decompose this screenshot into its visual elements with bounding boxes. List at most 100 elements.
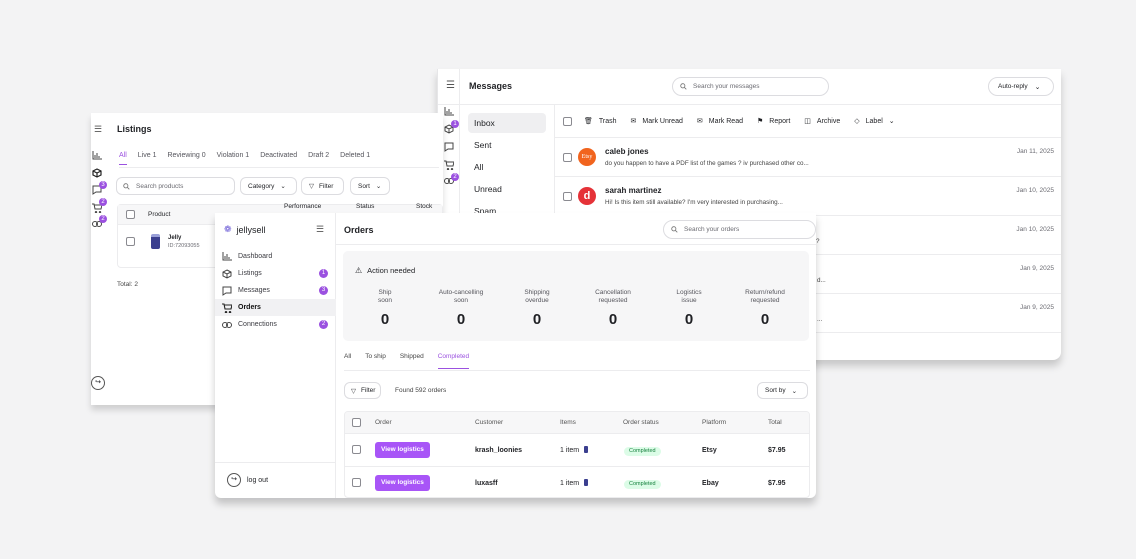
archive-button[interactable]: ◫ Archive: [804, 117, 840, 126]
listings-icon-rail: 3 2 2: [91, 143, 111, 243]
category-label: Category: [248, 182, 275, 190]
brand-name: jellysell: [236, 224, 266, 235]
sidebar-item-orders[interactable]: Orders: [215, 299, 336, 316]
menu-icon[interactable]: ☰: [94, 124, 103, 134]
tab-all[interactable]: All: [344, 353, 352, 360]
mark-read-label: Mark Read: [708, 117, 743, 125]
orders-filter-button[interactable]: ▽ Filter: [344, 382, 381, 399]
logout-label: log out: [247, 476, 269, 484]
messages-search-placeholder: Search your messages: [693, 83, 760, 90]
select-all-checkbox[interactable]: [126, 210, 135, 219]
tab-to-ship[interactable]: To ship: [365, 353, 386, 360]
table-row[interactable]: View logistics luxasff 1 item Completed …: [345, 467, 809, 497]
auto-reply-dropdown[interactable]: Auto-reply ⌄: [988, 77, 1054, 96]
stat-logistics-issue[interactable]: Logistics issue 0: [659, 289, 719, 328]
mark-unread-button[interactable]: ✉ Mark Unread: [631, 117, 683, 126]
stat-cancellation-requested[interactable]: Cancellation requested 0: [583, 289, 643, 328]
menu-icon[interactable]: ☰: [316, 224, 325, 234]
select-all-checkbox[interactable]: [563, 116, 572, 126]
filter-label: Filter: [361, 387, 376, 394]
product-name: Jelly: [168, 235, 182, 241]
message-row[interactable]: Etsy caleb jones do you happen to have a…: [555, 138, 1061, 177]
message-row[interactable]: d sarah martinez Hi! Is this item still …: [555, 177, 1061, 216]
table-row[interactable]: View logistics krash_loonies 1 item Comp…: [345, 434, 809, 467]
customer-name: krash_loonies: [475, 447, 523, 454]
folder-all[interactable]: All: [474, 162, 484, 172]
brand: ❁ jellysell: [224, 224, 266, 235]
tab-violation[interactable]: Violation 1: [216, 152, 250, 159]
tab-deleted[interactable]: Deleted 1: [340, 152, 371, 159]
stat-return-refund[interactable]: Return/refund requested 0: [735, 289, 795, 328]
box-icon[interactable]: [92, 168, 102, 178]
message-checkbox[interactable]: [563, 153, 572, 162]
tab-deactivated[interactable]: Deactivated: [260, 152, 298, 159]
category-dropdown[interactable]: Category ⌄: [240, 177, 297, 195]
folder-unread[interactable]: Unread: [474, 184, 502, 194]
filter-icon: ▽: [309, 183, 314, 190]
mark-read-button[interactable]: ✉ Mark Read: [697, 117, 743, 126]
messages-title: Messages: [469, 81, 513, 91]
listings-title: Listings: [117, 124, 152, 134]
stat-label: Ship: [378, 289, 392, 296]
row-checkbox[interactable]: [352, 478, 361, 487]
stat-auto-cancelling[interactable]: Auto-cancelling soon 0: [431, 289, 491, 328]
tab-shipped[interactable]: Shipped: [399, 353, 424, 360]
sidebar-item-dashboard[interactable]: Dashboard: [215, 248, 336, 265]
chat-icon[interactable]: [444, 142, 454, 152]
product-search-input[interactable]: Search products: [116, 177, 235, 195]
column-platform: Platform: [702, 419, 727, 426]
menu-icon[interactable]: ☰: [446, 80, 455, 91]
logout-icon[interactable]: ↪: [91, 376, 105, 390]
stat-ship-soon[interactable]: Ship soon 0: [355, 289, 415, 328]
tab-completed[interactable]: Completed: [437, 353, 470, 369]
folder-inbox[interactable]: Inbox: [468, 113, 546, 133]
sidebar-item-connections[interactable]: Connections 2: [215, 316, 336, 333]
report-label: Report: [769, 117, 791, 125]
search-icon: [671, 226, 678, 233]
sort-by-dropdown[interactable]: Sort by ⌄: [757, 382, 808, 399]
stat-label: overdue: [525, 297, 549, 304]
table-row[interactable]: Jelly ID:72093055: [118, 225, 442, 267]
analytics-icon[interactable]: [92, 151, 102, 160]
messages-search-input[interactable]: Search your messages: [672, 77, 829, 96]
folder-sent[interactable]: Sent: [474, 140, 492, 150]
cart-icon[interactable]: [444, 160, 454, 170]
stat-shipping-overdue[interactable]: Shipping overdue 0: [507, 289, 567, 328]
view-logistics-button[interactable]: View logistics: [375, 475, 430, 491]
orders-search-input[interactable]: Search your orders: [663, 220, 816, 239]
tab-draft[interactable]: Draft 2: [308, 152, 330, 159]
chat-badge: 3: [99, 181, 107, 189]
sort-by-label: Sort by: [765, 387, 786, 394]
tab-live[interactable]: Live 1: [137, 152, 157, 159]
logout-button[interactable]: ↪ log out: [227, 473, 268, 487]
label-label: Label: [865, 117, 883, 125]
view-logistics-button[interactable]: View logistics: [375, 442, 430, 458]
cart-icon: [222, 302, 232, 313]
message-checkbox[interactable]: [563, 192, 572, 201]
chevron-down-icon: ⌄: [375, 183, 382, 190]
trash-button[interactable]: 🗑 Trash: [584, 117, 617, 126]
column-order-status: Order status: [623, 419, 659, 426]
select-all-checkbox[interactable]: [352, 418, 361, 427]
folder-spam[interactable]: Spam: [474, 206, 497, 216]
warning-icon: ⚠: [355, 266, 363, 275]
sidebar-item-listings[interactable]: Listings 1: [215, 265, 336, 282]
stat-label: soon: [377, 297, 393, 304]
row-checkbox[interactable]: [126, 237, 135, 246]
row-checkbox[interactable]: [352, 445, 361, 454]
chevron-down-icon: ⌄: [791, 387, 798, 395]
ebay-avatar: d: [578, 187, 596, 205]
label-button[interactable]: ◇ Label ⌄: [854, 117, 894, 126]
filter-button[interactable]: ▽ Filter: [301, 177, 344, 195]
sort-dropdown[interactable]: Sort ⌄: [350, 177, 390, 195]
message-date: Jan 9, 2025: [1020, 265, 1054, 272]
report-button[interactable]: ⚑ Report: [757, 117, 791, 126]
tab-all[interactable]: All: [119, 152, 127, 165]
tab-reviewing[interactable]: Reviewing 0: [167, 152, 206, 159]
analytics-icon[interactable]: [444, 107, 454, 116]
column-total: Total: [768, 419, 782, 426]
stat-value: 0: [532, 311, 542, 328]
sidebar-item-messages[interactable]: Messages 3: [215, 282, 336, 299]
orders-table-header: Order Customer Items Order status Platfo…: [345, 412, 809, 434]
sidebar-label: Listings: [238, 270, 262, 277]
